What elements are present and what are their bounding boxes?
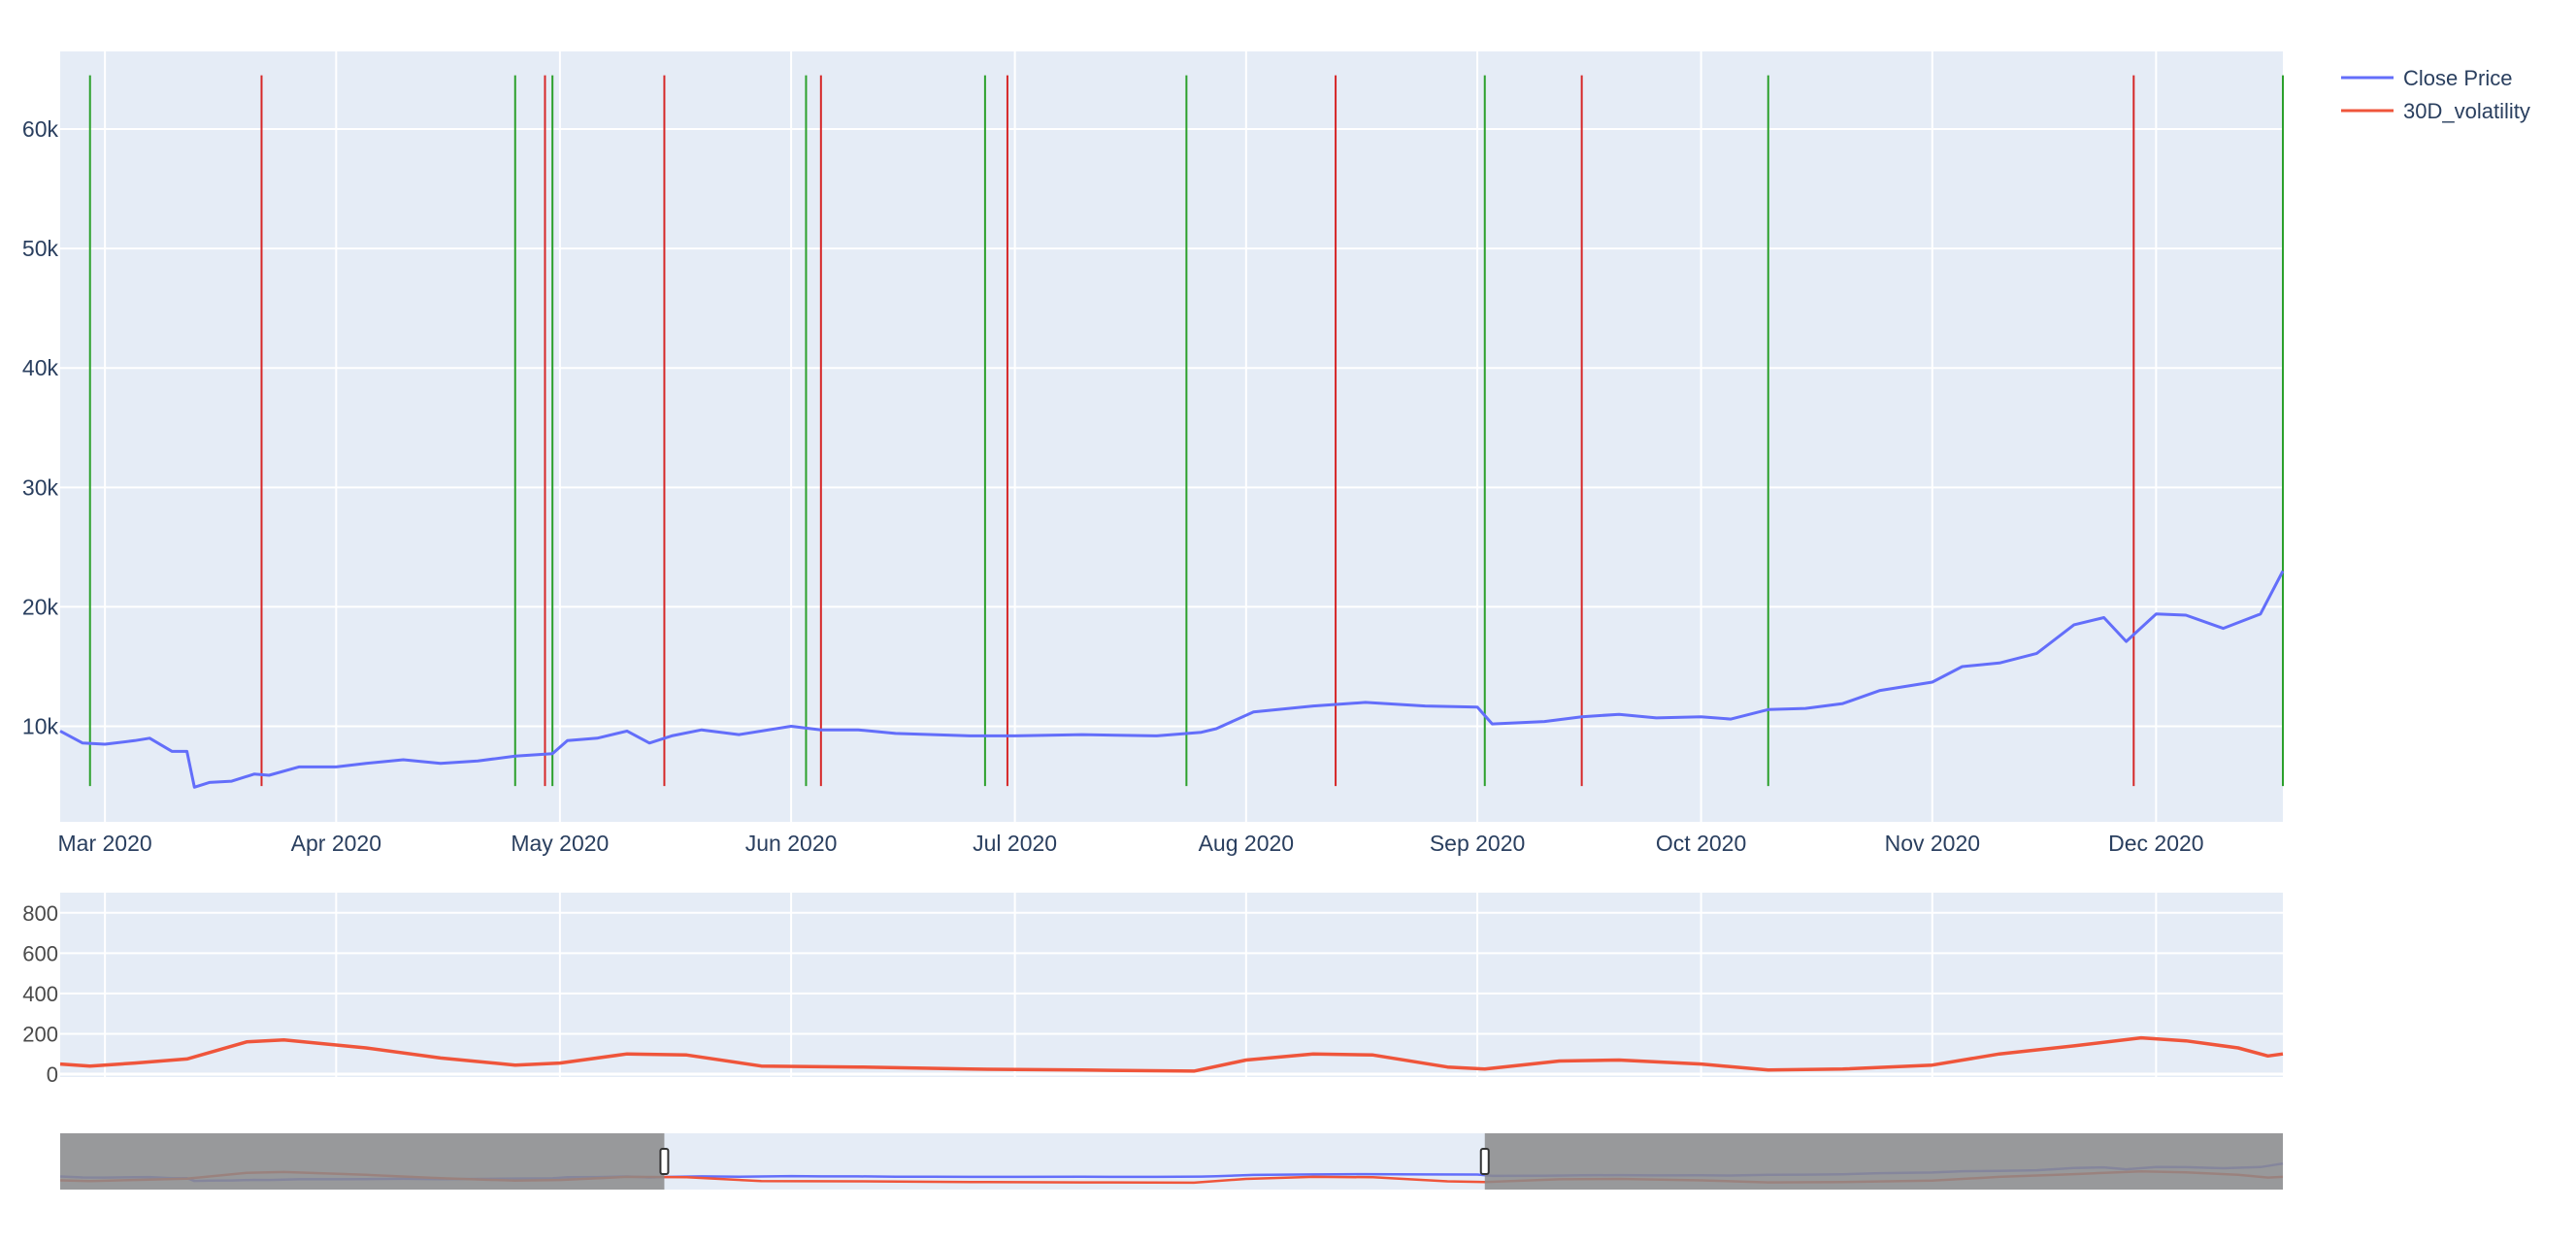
main-series-group [59, 570, 2285, 789]
main-x-tick-label: Mar 2020 [58, 831, 152, 856]
main-y-tick-label: 50k [22, 236, 59, 261]
range-slider-right-handle[interactable] [1479, 1148, 1490, 1175]
range-slider-left-handle[interactable] [659, 1148, 670, 1175]
main-y-tick-label: 60k [22, 116, 59, 142]
main-x-tick-label: Jul 2020 [973, 831, 1057, 856]
main-x-tick-label: Aug 2020 [1199, 831, 1294, 856]
volatility-y-tick-label: 0 [47, 1062, 58, 1087]
main-y-tick-label: 30k [22, 474, 59, 500]
main-y-tick-label: 10k [22, 714, 59, 739]
range-slider-left-mask [60, 1133, 665, 1190]
main-x-tick-label: Apr 2020 [291, 831, 381, 856]
range-slider-handles[interactable] [659, 1148, 1490, 1175]
main-gridlines [60, 51, 2283, 822]
main-x-tick-label: Dec 2020 [2108, 831, 2203, 856]
main-x-tick-label: Oct 2020 [1656, 831, 1746, 856]
volatility-plot-background [60, 893, 2283, 1077]
main-y-axis: 10k 20k 30k 40k 50k 60k [22, 116, 59, 739]
main-x-tick-label: Sep 2020 [1430, 831, 1525, 856]
volatility-y-tick-label: 600 [22, 941, 58, 965]
volatility-line [59, 1035, 2284, 1073]
close-price-line [59, 570, 2285, 789]
range-slider[interactable] [59, 1133, 2284, 1190]
main-y-tick-label: 20k [22, 594, 59, 619]
main-x-axis: Mar 2020 Apr 2020 May 2020 Jun 2020 Jul 2020… [58, 831, 2204, 856]
volatility-y-axis: 0 200 400 600 800 [22, 901, 58, 1087]
volatility-y-tick-label: 800 [22, 901, 58, 926]
range-slider-shades [60, 1133, 2283, 1190]
legend-label: 30D_volatility [2403, 99, 2530, 123]
volatility-series-group [59, 1035, 2284, 1073]
legend-item[interactable]: 30D_volatility [2341, 99, 2530, 123]
signal-lines [88, 75, 2284, 787]
main-y-tick-label: 40k [22, 355, 59, 380]
main-plot-background [60, 51, 2283, 822]
main-x-tick-label: Jun 2020 [745, 831, 838, 856]
volatility-gridlines [60, 893, 2283, 1077]
main-x-tick-label: Nov 2020 [1885, 831, 1980, 856]
volatility-y-tick-label: 400 [22, 982, 58, 1006]
volatility-y-tick-label: 200 [22, 1022, 58, 1046]
legend-label: Close Price [2403, 66, 2512, 90]
main-x-tick-label: May 2020 [511, 831, 609, 856]
legend[interactable]: Close Price 30D_volatility [2341, 66, 2530, 123]
range-slider-right-mask [1484, 1133, 2283, 1190]
legend-item[interactable]: Close Price [2341, 66, 2512, 90]
